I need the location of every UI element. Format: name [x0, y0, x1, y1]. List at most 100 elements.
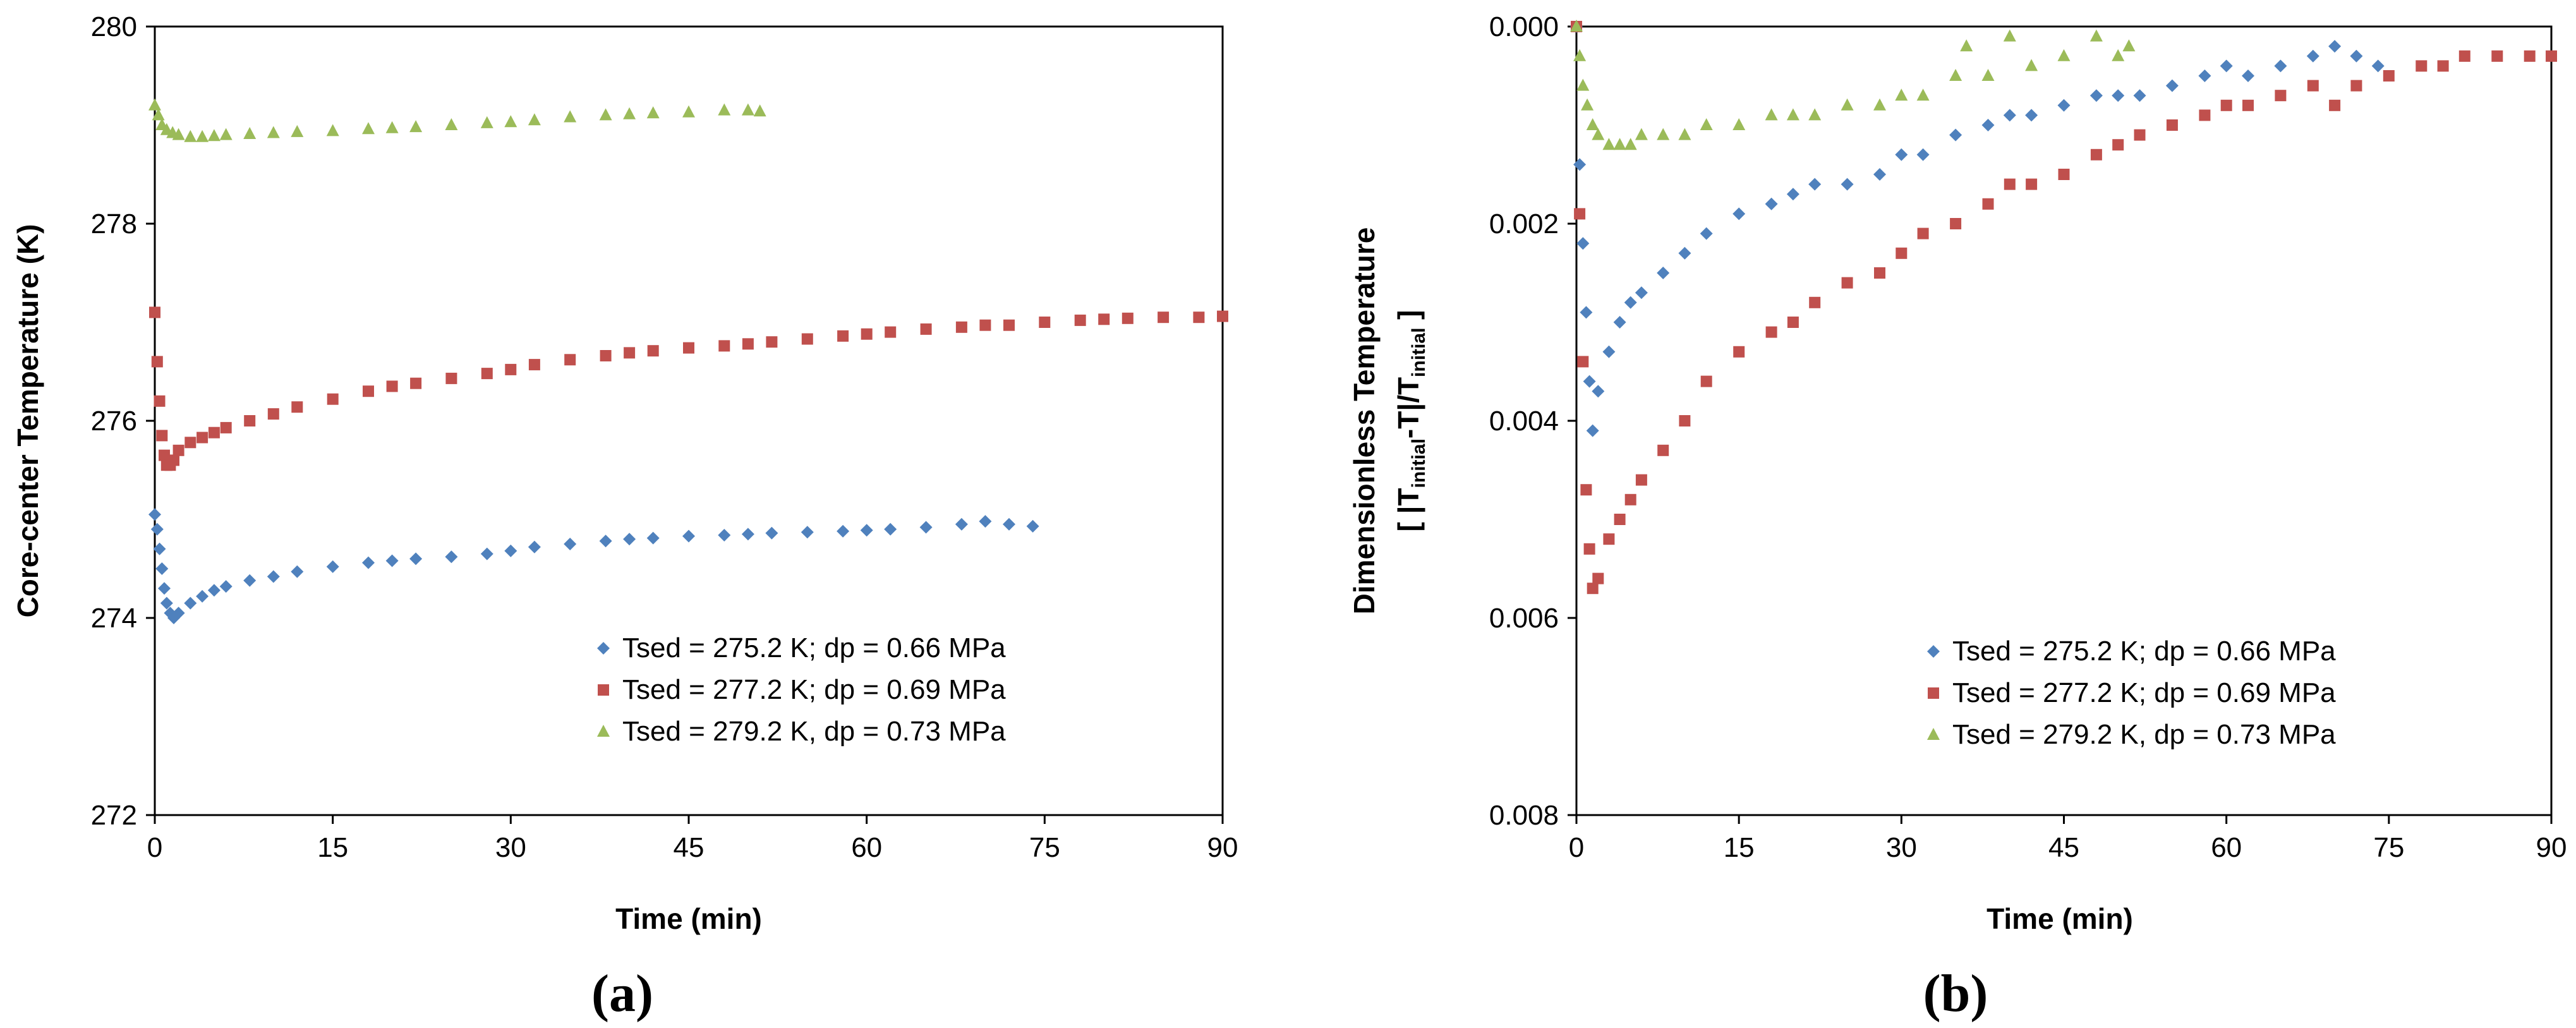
- data-point: [1576, 78, 1590, 91]
- data-point: [2275, 90, 2287, 102]
- data-point: [2133, 89, 2146, 102]
- y-axis-title-part: ]: [1392, 310, 1425, 327]
- data-point: [1586, 118, 1599, 130]
- data-point: [2546, 50, 2557, 62]
- data-point: [327, 393, 339, 405]
- data-point: [184, 130, 197, 142]
- data-point: [2112, 49, 2125, 61]
- data-point: [2090, 148, 2102, 160]
- data-point: [409, 120, 423, 133]
- data-point: [2220, 99, 2232, 111]
- data-point: [2437, 60, 2449, 72]
- data-point: [1895, 148, 1908, 161]
- data-point: [564, 538, 577, 550]
- legend-item: Tsed = 279.2 K, dp = 0.73 MPa: [597, 716, 1006, 747]
- data-point: [2089, 29, 2103, 42]
- y-tick-label: 272: [91, 800, 137, 831]
- data-point: [1580, 484, 1592, 496]
- data-point: [1765, 108, 1778, 121]
- data-point: [979, 515, 992, 528]
- x-axis-title: Time (min): [1986, 902, 2133, 935]
- data-point: [1583, 543, 1595, 555]
- data-point: [1592, 385, 1605, 398]
- data-point: [765, 526, 778, 540]
- data-point: [1586, 424, 1599, 437]
- data-point: [1916, 148, 1930, 161]
- legend: Tsed = 275.2 K; dp = 0.66 MPa Tsed = 277.…: [1927, 636, 2336, 750]
- data-point: [2198, 70, 2211, 82]
- legend-item: Tsed = 277.2 K; dp = 0.69 MPa: [1928, 677, 2336, 708]
- data-point: [920, 323, 932, 335]
- x-tick-label: 45: [2048, 832, 2079, 863]
- data-point: [220, 421, 232, 433]
- data-point: [1657, 128, 1670, 140]
- data-point: [718, 103, 731, 116]
- data-point: [2524, 50, 2536, 62]
- data-point: [1581, 98, 1594, 111]
- data-point: [1657, 444, 1669, 456]
- data-point: [1003, 517, 1015, 531]
- data-point: [1026, 519, 1039, 533]
- data-point: [2274, 59, 2287, 73]
- legend-label: Tsed = 275.2 K; dp = 0.66 MPa: [1952, 636, 2336, 667]
- data-point: [362, 122, 375, 135]
- data-point: [2057, 99, 2071, 112]
- data-point: [1700, 118, 1713, 130]
- data-point: [505, 363, 517, 375]
- legend-label: Tsed = 277.2 K; dp = 0.69 MPa: [622, 674, 1006, 705]
- y-axis-title: Core-center Temperature (K): [11, 224, 44, 618]
- data-point: [919, 521, 933, 534]
- data-point: [2089, 89, 2103, 102]
- panel-label-b: (b): [1923, 964, 1988, 1023]
- x-tick-label: 15: [317, 832, 348, 863]
- data-point: [955, 321, 967, 333]
- data-point: [1657, 267, 1670, 279]
- data-point: [362, 556, 375, 569]
- data-point: [2491, 50, 2503, 62]
- x-tick-label: 30: [495, 832, 526, 863]
- data-point: [244, 415, 256, 426]
- data-point: [480, 547, 493, 560]
- panel-label-a: (a): [591, 964, 653, 1023]
- data-point: [564, 354, 576, 366]
- data-point: [1981, 69, 1995, 81]
- data-point: [1916, 88, 1930, 101]
- data-point: [2057, 49, 2071, 61]
- data-point: [741, 528, 754, 541]
- data-point: [837, 524, 850, 538]
- data-point: [1873, 98, 1886, 111]
- y-axis-title-subscript: initial: [1408, 328, 1429, 377]
- y-tick-label: 276: [91, 406, 137, 437]
- data-point: [2166, 119, 2178, 131]
- data-point: [155, 562, 169, 575]
- data-point: [1624, 493, 1636, 505]
- data-point: [2220, 59, 2233, 73]
- legend-marker: [1927, 728, 1940, 740]
- data-point: [885, 326, 897, 338]
- y-tick-label: 278: [91, 209, 137, 239]
- data-point: [2122, 39, 2136, 52]
- data-point: [1624, 138, 1637, 150]
- x-axis-ticks: 0 15 30 45 60 75 90: [1569, 815, 2567, 863]
- data-point: [1217, 310, 1228, 322]
- series-square: [149, 306, 1228, 471]
- data-point: [326, 124, 339, 136]
- y-axis-title-part: -T|/T: [1392, 377, 1425, 438]
- y-tick-label: 0.004: [1489, 406, 1559, 437]
- data-point: [445, 372, 457, 384]
- data-point: [197, 432, 209, 444]
- data-point: [1950, 218, 1962, 229]
- data-point: [1808, 178, 1822, 191]
- data-point: [1592, 572, 1604, 584]
- y-tick-label: 280: [91, 11, 137, 42]
- data-point: [149, 306, 160, 318]
- x-tick-label: 0: [147, 832, 162, 863]
- legend: Tsed = 275.2 K; dp = 0.66 MPa Tsed = 277.…: [597, 632, 1006, 747]
- data-point: [623, 533, 636, 546]
- data-point: [1678, 128, 1691, 140]
- data-point: [528, 113, 541, 126]
- data-point: [385, 554, 399, 567]
- data-point: [196, 590, 209, 603]
- data-point: [1098, 313, 1110, 325]
- y-axis-ticks: 0.000 0.002 0.004 0.006 0.008: [1489, 11, 1576, 831]
